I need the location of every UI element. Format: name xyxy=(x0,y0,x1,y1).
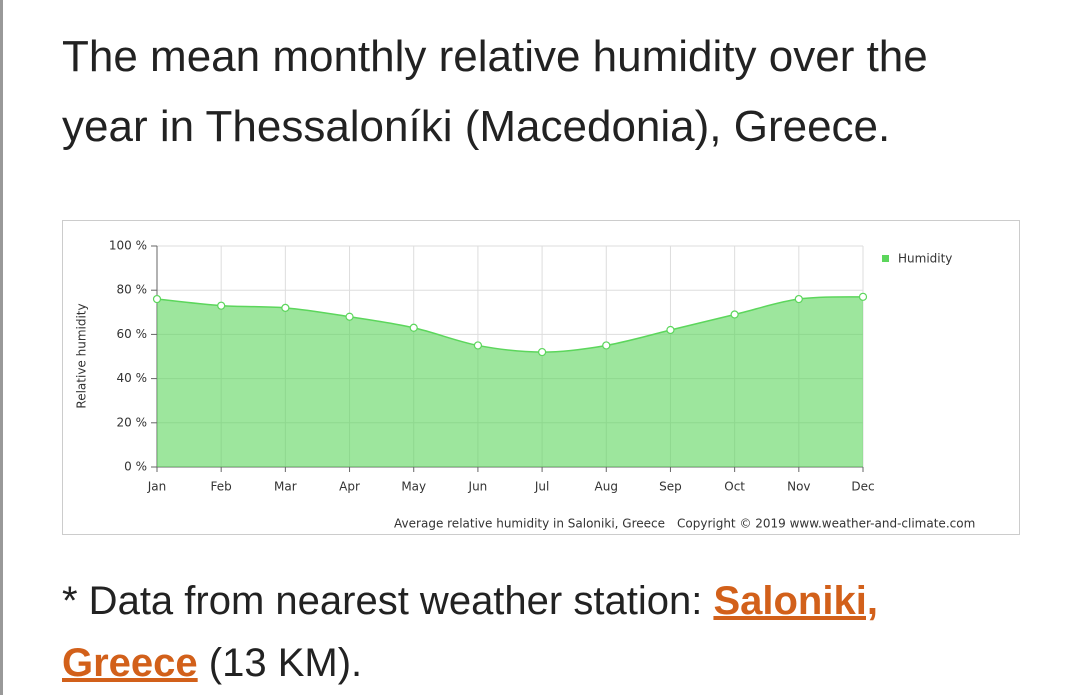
point xyxy=(473,341,483,350)
x-tick-label: Jul xyxy=(534,480,549,494)
point xyxy=(794,294,803,304)
caption: Average relative humidity in Saloniki, G… xyxy=(394,517,665,531)
x-tick-label: Oct xyxy=(724,480,745,494)
y-tick-label: 40 % xyxy=(117,371,148,385)
x-tick-label: Jun xyxy=(468,480,488,494)
x-tick-label: May xyxy=(401,480,426,494)
footnote-text: (13 KM). xyxy=(197,641,363,685)
x-tick-label: Mar xyxy=(274,480,297,494)
point xyxy=(409,323,418,332)
point xyxy=(345,312,354,321)
point xyxy=(537,347,547,357)
point xyxy=(602,341,611,350)
legend-swatch xyxy=(882,255,889,262)
x-tick-label: Sep xyxy=(659,480,682,494)
chart: Relative humidity Average relative humid… xyxy=(75,239,976,531)
x-tick-label: Dec xyxy=(851,480,874,494)
line xyxy=(156,296,864,353)
station-link[interactable]: Saloniki, Greece xyxy=(62,579,878,685)
y-tick-label: 60 % xyxy=(117,327,148,341)
footnote-text: * Data from nearest weather station: xyxy=(62,579,714,623)
point xyxy=(281,303,290,312)
x-tick-label: Aug xyxy=(595,480,618,494)
x-tick-label: Jan xyxy=(147,480,167,494)
copyright: Copyright © 2019 www.weather-and-climate… xyxy=(677,517,975,531)
point xyxy=(730,310,739,319)
point xyxy=(217,301,226,310)
edge xyxy=(0,0,3,695)
y-tick-label: 80 % xyxy=(117,283,148,297)
heading: The mean monthly relative humidity over … xyxy=(62,32,928,151)
x-tick-label: Feb xyxy=(211,480,232,494)
point xyxy=(858,292,868,301)
legend-label: Humidity xyxy=(898,252,952,266)
point xyxy=(666,325,675,335)
y-tick-label: 0 % xyxy=(124,460,147,474)
y-axis-label: Relative humidity xyxy=(75,303,89,408)
y-tick-label: 20 % xyxy=(117,415,148,429)
footnote: * Data from nearest weather station: Sal… xyxy=(62,570,1022,694)
y-tick-label: 100 % xyxy=(109,239,147,253)
x-tick-label: Apr xyxy=(339,480,360,494)
chart-frame xyxy=(62,220,1020,535)
area xyxy=(157,296,863,467)
x-tick-label: Nov xyxy=(787,480,810,494)
point xyxy=(152,294,162,304)
